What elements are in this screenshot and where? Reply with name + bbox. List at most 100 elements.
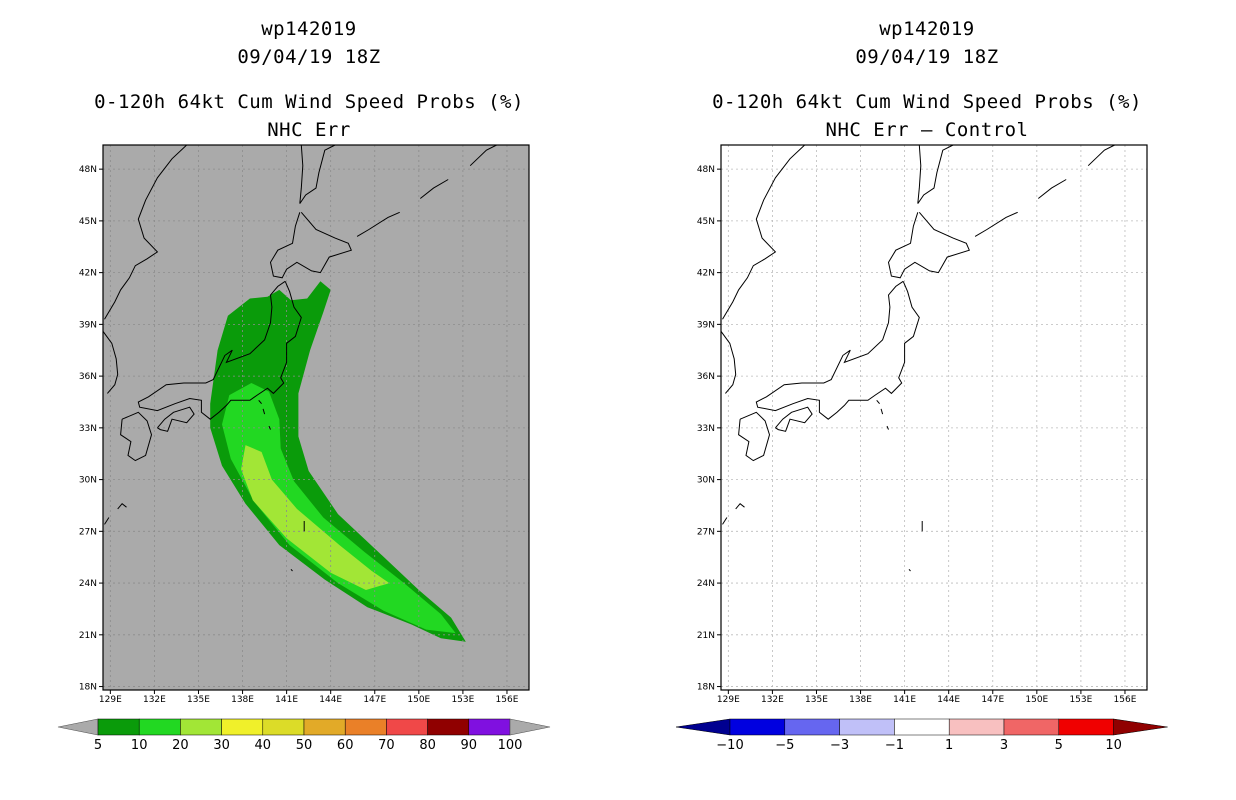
- coastline: [120, 411, 153, 462]
- lat-tick-label: 30N: [79, 476, 97, 486]
- colorbar-swatch: [839, 718, 895, 736]
- colorbar-swatch: [1058, 718, 1114, 736]
- coastline: [157, 406, 195, 432]
- colorbar-swatch: [97, 718, 140, 736]
- map-frame: [102, 144, 530, 691]
- forecast-time: 09/04/19 18Z: [237, 46, 381, 68]
- colorbar-swatch: [427, 718, 470, 736]
- colorbar-label: 60: [337, 738, 354, 753]
- colorbar-label: 80: [419, 738, 436, 753]
- coastline: [137, 280, 302, 420]
- colorbar-swatch: [1003, 718, 1060, 736]
- colorbar-swatch: [784, 718, 840, 736]
- lon-tick-label: 153E: [1069, 695, 1092, 705]
- storm-id: wp142019: [879, 18, 975, 40]
- coastline: [880, 408, 884, 415]
- colorbar-end-right: [509, 718, 551, 736]
- prob-band-5: [210, 281, 466, 642]
- colorbar-end-left: [675, 718, 731, 736]
- coastline: [974, 211, 1018, 237]
- colorbar-swatch: [894, 718, 950, 736]
- map-background: [721, 145, 1147, 690]
- lat-tick-label: 45N: [79, 217, 97, 227]
- coastline: [720, 331, 737, 394]
- colorbar-swatch: [386, 718, 428, 736]
- lat-tick-label: 33N: [79, 424, 97, 434]
- lon-tick-label: 138E: [231, 695, 254, 705]
- colorbar-label: 100: [498, 738, 523, 753]
- lon-tick-label: 135E: [805, 695, 828, 705]
- coastline: [722, 144, 806, 320]
- lat-tick-label: 27N: [697, 527, 715, 537]
- coastline: [299, 144, 336, 204]
- lon-tick-label: 132E: [143, 695, 166, 705]
- coastline: [356, 211, 400, 237]
- colorbar-swatch: [180, 718, 222, 736]
- colorbar-label: 50: [296, 738, 313, 753]
- lat-tick-label: 33N: [697, 424, 715, 434]
- lat-tick-label: 21N: [79, 631, 97, 641]
- lat-tick-label: 24N: [79, 579, 97, 589]
- lon-tick-label: 156E: [1114, 695, 1137, 705]
- lon-tick-label: 135E: [187, 695, 210, 705]
- map-background: [103, 145, 529, 690]
- product-title: 0-120h 64kt Cum Wind Speed Probs (%): [94, 91, 524, 113]
- coastline: [886, 425, 889, 430]
- colorbar-swatch: [468, 718, 511, 736]
- lon-tick-label: 141E: [893, 695, 916, 705]
- lon-tick-label: 153E: [451, 695, 474, 705]
- coastline: [887, 211, 970, 279]
- lon-tick-label: 147E: [363, 695, 386, 705]
- lat-tick-label: 39N: [697, 320, 715, 330]
- colorbar-swatch: [262, 718, 305, 736]
- colorbar-label: 20: [172, 738, 189, 753]
- coastline: [104, 144, 188, 320]
- lon-tick-label: 141E: [275, 695, 298, 705]
- lon-tick-label: 129E: [717, 695, 740, 705]
- lon-tick-label: 132E: [761, 695, 784, 705]
- colorbar-label: −1: [885, 738, 904, 753]
- colorbar-swatch: [344, 718, 387, 736]
- coastline: [722, 517, 728, 525]
- lat-tick-label: 18N: [697, 683, 715, 693]
- colorbar: 5 10 20 30 40 50 60 70 80 90 100: [57, 718, 551, 753]
- lat-tick-label: 48N: [697, 165, 715, 175]
- colorbar-swatch: [221, 718, 264, 736]
- coastline: [917, 144, 954, 204]
- colorbar-label: 70: [378, 738, 395, 753]
- lon-tick-label: 147E: [981, 695, 1004, 705]
- coastline: [908, 568, 911, 572]
- forecast-time: 09/04/19 18Z: [855, 46, 999, 68]
- coastline: [775, 406, 813, 432]
- lat-tick-label: 39N: [79, 320, 97, 330]
- colorbar-swatch: [948, 718, 1005, 736]
- colorbar-end-right: [1113, 718, 1168, 736]
- colorbar: −10 −5 −3 −1 1 3 5 10: [675, 718, 1168, 753]
- coastline: [102, 331, 119, 394]
- coastline: [1037, 179, 1067, 199]
- coastline: [258, 399, 262, 405]
- colorbar-swatch: [729, 718, 786, 736]
- coastline: [1087, 144, 1115, 167]
- colorbar-label: 3: [1000, 738, 1008, 753]
- coastline: [117, 503, 127, 510]
- coastline: [262, 408, 266, 415]
- lat-tick-label: 30N: [697, 476, 715, 486]
- lat-tick-label: 36N: [697, 372, 715, 382]
- lon-tick-label: 150E: [1025, 695, 1048, 705]
- coastline: [738, 411, 771, 462]
- lon-tick-label: 144E: [319, 695, 342, 705]
- lat-tick-label: 48N: [79, 165, 97, 175]
- coastline: [419, 179, 449, 199]
- colorbar-end-left: [57, 718, 99, 736]
- storm-id: wp142019: [261, 18, 357, 40]
- product-subtitle: NHC Err: [267, 119, 351, 141]
- coastline: [876, 399, 880, 405]
- lat-tick-label: 24N: [697, 579, 715, 589]
- colorbar-label: 10: [1105, 738, 1122, 753]
- lat-tick-label: 42N: [697, 269, 715, 279]
- lat-tick-label: 18N: [79, 683, 97, 693]
- coastline: [755, 280, 920, 420]
